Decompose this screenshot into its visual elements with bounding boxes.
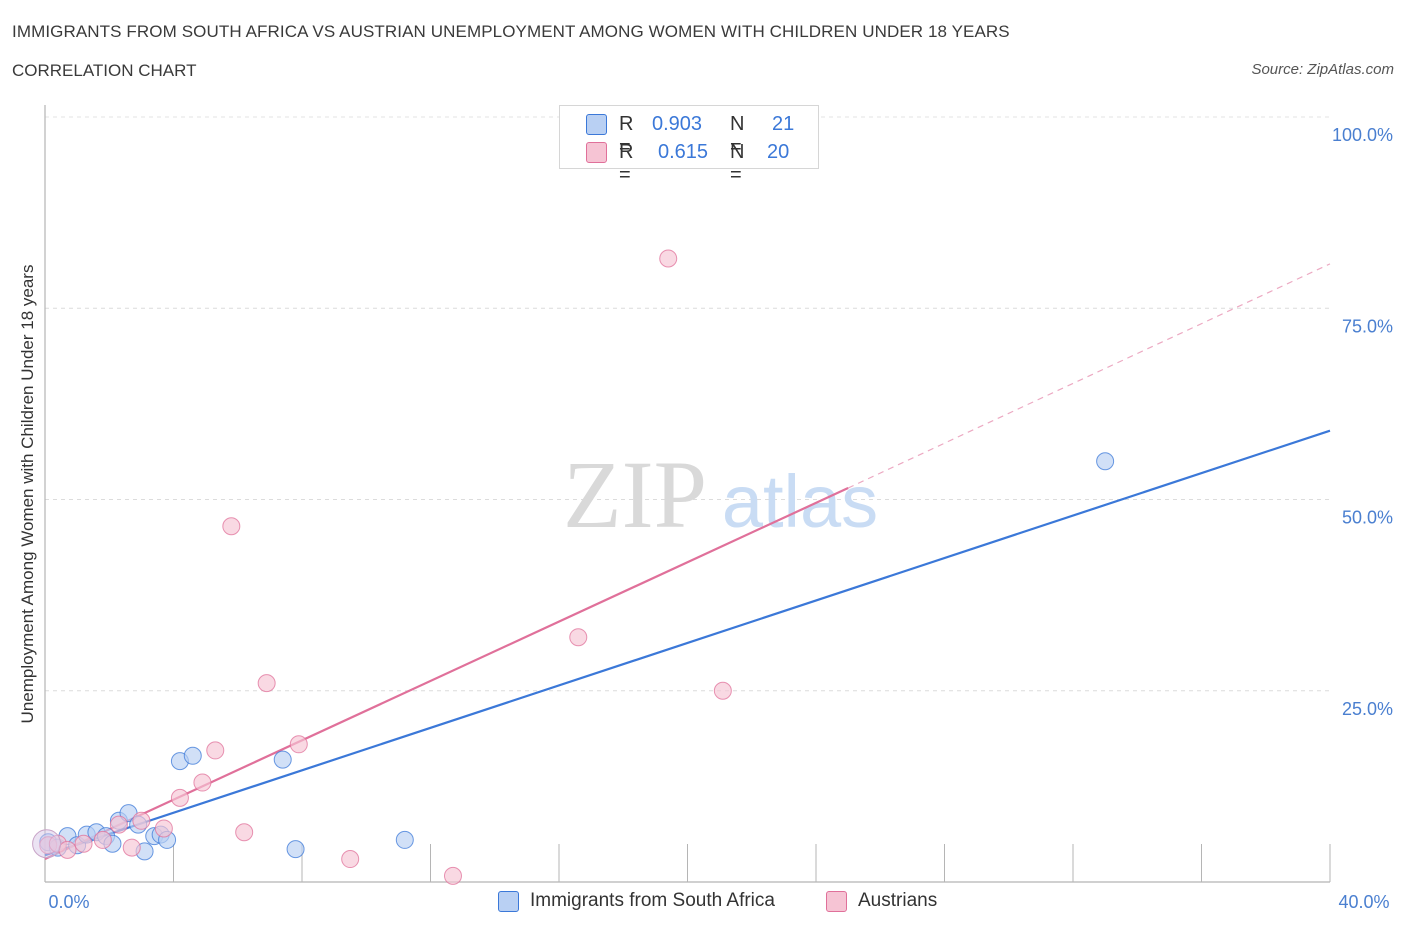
data-points (32, 249, 1115, 885)
legend-r-label: R = (619, 141, 634, 186)
x-tick-label: 40.0% (1338, 892, 1389, 912)
stats-legend: R = 0.903 N = 21 R = 0.615 N = 20 (559, 105, 819, 186)
point-immigrants (273, 750, 292, 769)
source-credit: Source: ZipAtlas.com (1251, 61, 1394, 78)
trend-extension-austrians (847, 263, 1331, 489)
point-austrians (58, 840, 77, 859)
point-austrians (257, 674, 276, 693)
watermark: ZIP atlas (563, 441, 878, 548)
trend-lines (44, 263, 1331, 861)
y-axis-label: Unemployment Among Women with Children U… (18, 265, 37, 724)
axis-labels: 25.0% 50.0% 75.0% 100.0% 0.0% 40.0% Unemployme… (18, 125, 1393, 912)
legend-r-value: 0.903 (652, 113, 703, 135)
y-tick-label: 50.0% (1342, 508, 1393, 528)
legend-n-label: N = (730, 141, 745, 186)
point-immigrants (286, 840, 305, 859)
bottom-legend-swatch-pink (826, 891, 847, 912)
point-austrians (443, 866, 462, 885)
point-austrians (154, 819, 173, 838)
watermark-zip: ZIP (563, 441, 707, 548)
point-austrians (289, 735, 308, 754)
point-austrians (341, 850, 360, 869)
bottom-legend-swatch-blue (498, 891, 519, 912)
point-austrians (222, 517, 241, 536)
x-tick-label: 0.0% (48, 892, 89, 912)
point-austrians (109, 815, 128, 834)
point-austrians (170, 788, 189, 807)
bottom-legend-label: Austrians (858, 890, 938, 911)
legend-n-value: 20 (767, 141, 790, 163)
point-austrians (569, 628, 588, 647)
legend-r-label: R = (619, 113, 634, 158)
legend-r-value: 0.615 (658, 141, 709, 163)
point-austrians (93, 830, 112, 849)
point-austrians (74, 834, 93, 853)
bottom-legend-label: Immigrants from South Africa (530, 890, 775, 911)
point-austrians (713, 681, 732, 700)
chart-title: IMMIGRANTS FROM SOUTH AFRICA VS AUSTRIAN… (12, 22, 1010, 41)
legend-swatch-blue (586, 114, 607, 135)
gridlines (45, 116, 1330, 692)
point-immigrants (183, 746, 202, 765)
point-immigrants (1096, 452, 1115, 471)
legend-n-value: 21 (772, 113, 795, 135)
trend-line-immigrants (44, 429, 1331, 857)
chart-subtitle: CORRELATION CHART (12, 61, 197, 80)
trend-line-austrians (44, 487, 849, 861)
legend-swatch-pink (586, 142, 607, 163)
y-tick-label: 75.0% (1342, 316, 1393, 336)
point-cluster (32, 829, 62, 859)
point-austrians (122, 838, 141, 857)
watermark-atlas: atlas (722, 460, 878, 543)
y-tick-label: 25.0% (1342, 699, 1393, 719)
y-tick-label: 100.0% (1332, 125, 1393, 145)
point-immigrants (395, 830, 414, 849)
point-austrians (659, 249, 678, 268)
point-austrians (193, 773, 212, 792)
point-austrians (132, 811, 151, 830)
legend-n-label: N = (730, 113, 745, 158)
axes (44, 105, 1331, 883)
point-austrians (206, 741, 225, 760)
point-austrians (235, 823, 254, 842)
